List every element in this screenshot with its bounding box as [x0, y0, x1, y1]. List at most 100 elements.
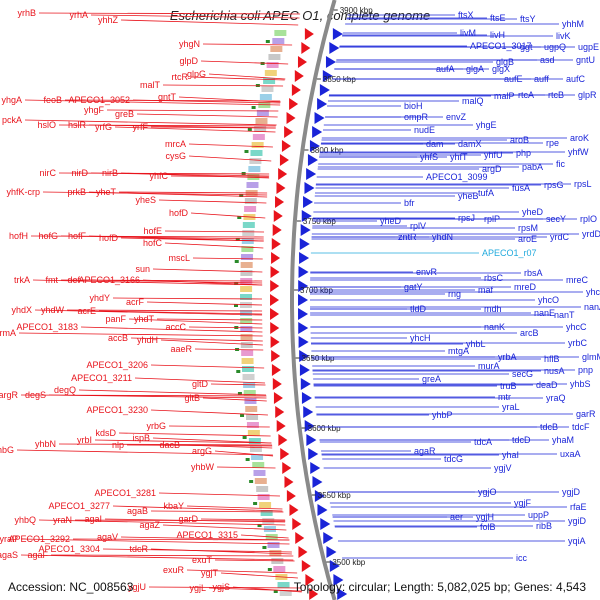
reverse-gene-arrow — [305, 574, 315, 586]
marker-tick — [249, 480, 254, 483]
gene-label-left: greB — [115, 109, 134, 119]
gene-label-right: bfr — [404, 198, 415, 208]
reverse-gene-arrow — [295, 532, 305, 544]
gene-label-right: rpsM — [518, 223, 538, 233]
gene-label-left: APECO1_3206 — [86, 360, 148, 370]
gene-label-left: APECO1_3052 — [68, 95, 130, 105]
gene-label-left: hofE — [143, 226, 162, 236]
gene-leader-line — [158, 199, 267, 204]
gene-label-right: nusA — [544, 366, 565, 376]
gene-leader-line — [20, 538, 290, 545]
gene-label-right: tufA — [478, 188, 494, 198]
reverse-gene-arrow — [270, 280, 280, 292]
forward-gene-arrow — [333, 574, 344, 586]
gene-label-left: APECO1_3230 — [86, 405, 148, 415]
gene-label-right: mtgA — [448, 346, 469, 356]
gene-label-left: accC — [165, 322, 186, 332]
marker-tick — [234, 282, 239, 285]
forward-gene-arrow — [306, 168, 317, 180]
gene-label-right: garR — [576, 409, 596, 419]
reverse-gene-arrow — [284, 126, 294, 138]
gene-label-left: yrfG — [95, 122, 112, 132]
marker-tick — [237, 392, 242, 395]
reverse-gene-arrow — [271, 350, 281, 362]
gene-label-right: aroK — [570, 133, 589, 143]
gene-label-left: pckA — [2, 115, 22, 125]
feature-block — [249, 158, 262, 164]
gene-label-right: aroE — [518, 234, 537, 244]
marker-tick — [265, 40, 270, 43]
gene-label-left: yraP — [0, 534, 18, 544]
gene-label-right: yhbS — [570, 379, 591, 389]
scale-tick-label: 3650 kbp — [302, 354, 335, 363]
gene-label-right: folB — [480, 522, 496, 532]
feature-block — [244, 206, 257, 212]
feature-block — [241, 350, 254, 356]
gene-leader-line — [208, 73, 286, 80]
gene-label-left: yhdT — [134, 314, 155, 324]
feature-block — [240, 262, 253, 268]
gene-label-right: bioH — [404, 101, 423, 111]
gene-label-left: sun — [135, 264, 150, 274]
gene-leader-line — [188, 326, 263, 329]
gene-label-right: envZ — [446, 112, 467, 122]
gene-label-left: hofC — [143, 238, 163, 248]
feature-block — [256, 486, 269, 492]
gene-leader-line — [104, 518, 286, 523]
gene-leader-line — [120, 172, 270, 179]
gene-label-right: rplV — [410, 221, 426, 231]
gene-label-right: yhgE — [476, 120, 497, 130]
gene-label-left: gltD — [192, 379, 209, 389]
gene-leader-line — [150, 510, 284, 513]
forward-gene-arrow — [319, 84, 330, 96]
gene-label-right: mreC — [566, 275, 588, 285]
reverse-gene-arrow — [275, 406, 285, 418]
feature-block — [240, 254, 253, 260]
gene-label-right: rng — [448, 289, 461, 299]
forward-gene-arrow — [326, 546, 337, 558]
gene-label-right: glgX — [492, 64, 510, 74]
forward-gene-arrow — [299, 350, 310, 362]
gene-label-left: APECO1_3183 — [16, 322, 78, 332]
gene-leader-line — [34, 309, 263, 316]
gene-label-right: yhfU — [484, 150, 503, 160]
gene-label-right: yhcH — [410, 333, 431, 343]
gene-label-left: hofH — [9, 231, 28, 241]
forward-gene-arrow — [317, 98, 328, 110]
gene-leader-line — [188, 155, 272, 162]
gene-label-left: fmt — [46, 275, 59, 285]
gene-label-right: glmM — [582, 352, 600, 362]
genome-backbone — [290, 0, 337, 600]
reverse-gene-arrow — [273, 392, 283, 404]
feature-block — [264, 70, 277, 76]
forward-gene-arrow — [309, 140, 320, 152]
gene-label-right: greA — [422, 374, 441, 384]
gene-label-left: yhdX — [11, 305, 32, 315]
gene-label-right: agaR — [414, 446, 436, 456]
gene-label-right: icc — [516, 553, 527, 563]
gene-label-left: hofF — [68, 231, 87, 241]
gene-label-right: murA — [478, 361, 500, 371]
gene-label-right: glgB — [496, 57, 514, 67]
feature-block — [250, 150, 263, 156]
gene-label-left: yrbG — [146, 421, 166, 431]
marker-tick — [273, 590, 278, 593]
gene-label-right: livH — [490, 30, 505, 40]
gene-label-right: ftsE — [490, 13, 506, 23]
gene-label-left: accB — [108, 333, 128, 343]
forward-gene-arrow — [320, 518, 331, 530]
gene-leader-line — [142, 279, 263, 286]
scale-tick-label: 3500 kbp — [332, 558, 365, 567]
gene-label-left: exuT — [192, 555, 213, 565]
gene-label-right: APECO1_3017 — [470, 41, 532, 51]
gene-label-left: yrbI — [77, 435, 92, 445]
gene-label-left: trkA — [14, 275, 30, 285]
gene-label-right: tdcG — [444, 454, 463, 464]
gene-label-right: nanK — [484, 322, 505, 332]
gene-leader-line — [20, 554, 294, 561]
reverse-gene-arrow — [284, 476, 294, 488]
scale-tick-label: 3850 kbp — [323, 75, 356, 84]
feature-block — [241, 246, 254, 252]
gene-leader-line — [160, 339, 263, 346]
feature-block — [279, 590, 292, 596]
